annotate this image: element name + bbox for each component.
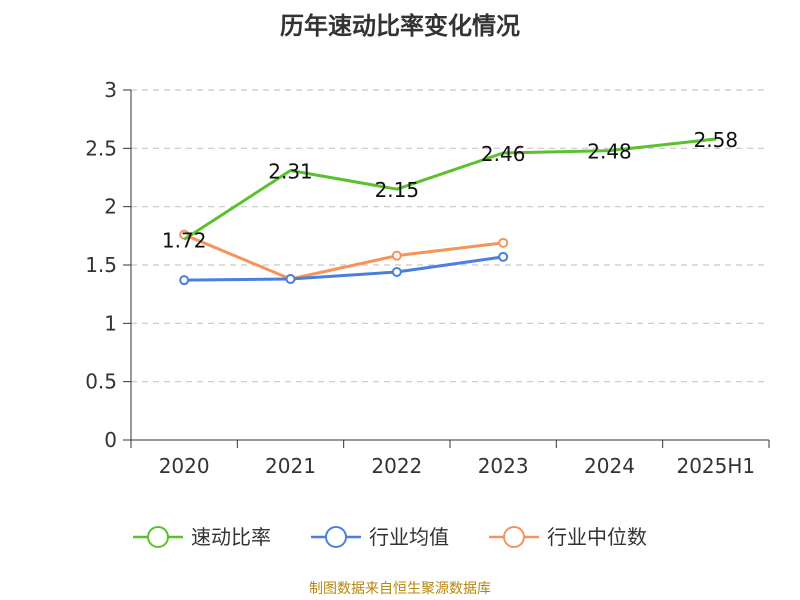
legend-marker [147, 526, 169, 548]
legend-label: 行业中位数 [547, 525, 647, 549]
grid-lines [131, 89, 769, 383]
data-point [391, 267, 402, 277]
legend-label: 行业均值 [369, 525, 449, 549]
x-tick-label: 2024 [584, 454, 635, 478]
legend: 速动比率 行业均值 行业中位数 [133, 525, 647, 549]
source-note: 制图数据来自恒生聚源数据库 [309, 581, 491, 597]
y-tick-label: 1 [104, 311, 117, 335]
y-tick-label: 2 [104, 195, 117, 219]
y-tick-label: 1.5 [85, 253, 117, 277]
y-tick-label: 3 [104, 78, 117, 102]
x-tick-label: 2021 [265, 454, 316, 478]
series-line [183, 233, 504, 281]
axes: 0 0.5 1 1.5 2 2.5 3 2020 2021 2022 2023 2024 2025H1 [85, 78, 770, 478]
y-tick-label: 2.5 [85, 136, 117, 160]
data-label: 2.58 [694, 128, 739, 152]
series-line [184, 255, 504, 282]
chart-title: 历年速动比率变化情况 [280, 12, 520, 40]
legend-item: 行业中位数 [489, 525, 647, 549]
x-tick-label: 2025H1 [676, 454, 755, 478]
data-label: 2.46 [481, 142, 526, 166]
data-point [285, 274, 296, 284]
x-tick-label: 2020 [159, 454, 210, 478]
data-labels: 1.72 2.31 2.15 2.46 2.48 2.58 [162, 128, 738, 252]
data-label: 1.72 [162, 228, 207, 252]
data-point [179, 275, 190, 286]
data-label: 2.15 [375, 178, 420, 202]
legend-marker [503, 526, 525, 548]
data-point [498, 237, 509, 248]
data-point [391, 250, 402, 261]
series-lines [179, 137, 716, 286]
legend-item: 速动比率 [133, 525, 271, 549]
legend-item: 行业均值 [311, 525, 449, 549]
series-line [183, 137, 716, 241]
data-label: 2.31 [268, 160, 313, 184]
legend-marker [325, 526, 347, 548]
data-point [498, 251, 509, 262]
data-label: 2.48 [587, 140, 632, 164]
y-tick-label: 0 [104, 428, 117, 452]
x-tick-label: 2023 [478, 454, 529, 478]
legend-label: 速动比率 [191, 525, 271, 549]
x-tick-label: 2022 [371, 454, 422, 478]
y-tick-label: 0.5 [85, 370, 117, 394]
